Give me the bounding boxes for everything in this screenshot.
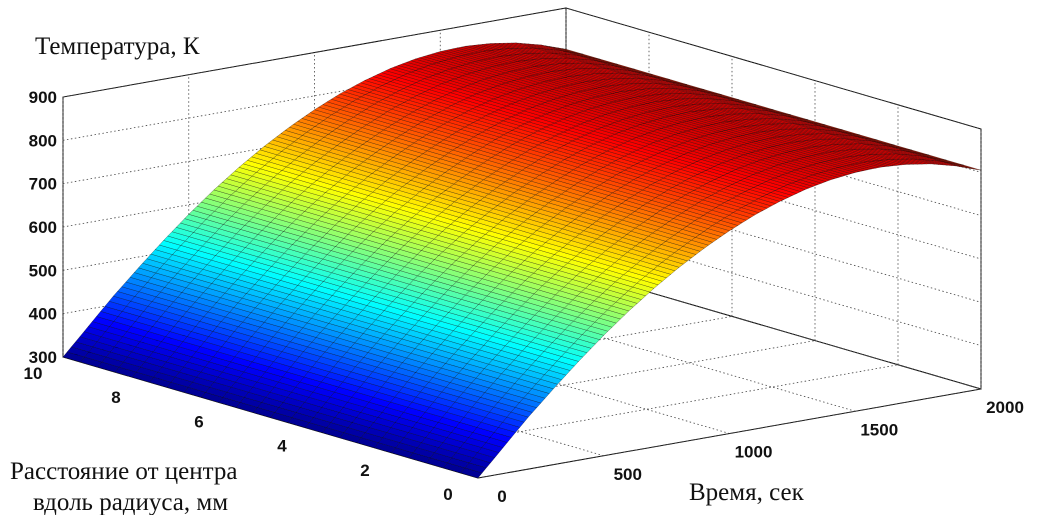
surface-facet bbox=[561, 48, 584, 55]
y-tick-label: 6 bbox=[194, 412, 203, 431]
grid-z-back bbox=[62, 7, 567, 98]
grid-z-back bbox=[62, 50, 567, 141]
z-tick-label: 300 bbox=[29, 348, 57, 367]
y-tick-label: 8 bbox=[111, 388, 120, 407]
y-tick-label: 0 bbox=[443, 485, 452, 504]
x-tick-label: 500 bbox=[614, 465, 642, 484]
x-tick-label: 0 bbox=[497, 487, 506, 506]
z-tick-label: 900 bbox=[29, 88, 57, 107]
y-axis-title-line-1: Расстояние от центра bbox=[10, 458, 237, 485]
z-tick-label: 800 bbox=[29, 131, 57, 150]
x-tick-labels: 0 500 1000 1500 2000 bbox=[497, 398, 1024, 506]
z-tick-label: 600 bbox=[29, 218, 57, 237]
y-tick-labels: 0 2 4 6 8 10 bbox=[24, 364, 453, 504]
z-axis-title: Температура, К bbox=[35, 33, 200, 60]
z-tick-label: 500 bbox=[29, 261, 57, 280]
temperature-surface bbox=[62, 42, 982, 479]
x-tick-label: 1000 bbox=[735, 443, 773, 462]
x-tick-label: 1500 bbox=[860, 420, 898, 439]
z-tick-labels: 300 400 500 600 700 800 900 bbox=[29, 88, 57, 367]
grid-z-back bbox=[62, 180, 567, 271]
grid-z-back bbox=[62, 94, 567, 185]
y-axis-title-line-2: вдоль радиуса, мм bbox=[33, 489, 228, 515]
grid-y-floor bbox=[477, 388, 982, 479]
x-tick-label: 2000 bbox=[986, 398, 1024, 417]
z-tick-label: 700 bbox=[29, 175, 57, 194]
grid-z-side bbox=[565, 7, 982, 130]
grid-z-back bbox=[62, 137, 567, 228]
z-tick-label: 400 bbox=[29, 305, 57, 324]
y-tick-label: 2 bbox=[360, 461, 369, 480]
y-tick-label: 4 bbox=[277, 437, 287, 456]
y-tick-label: 10 bbox=[24, 364, 43, 383]
x-axis-title: Время, сек bbox=[689, 479, 805, 506]
